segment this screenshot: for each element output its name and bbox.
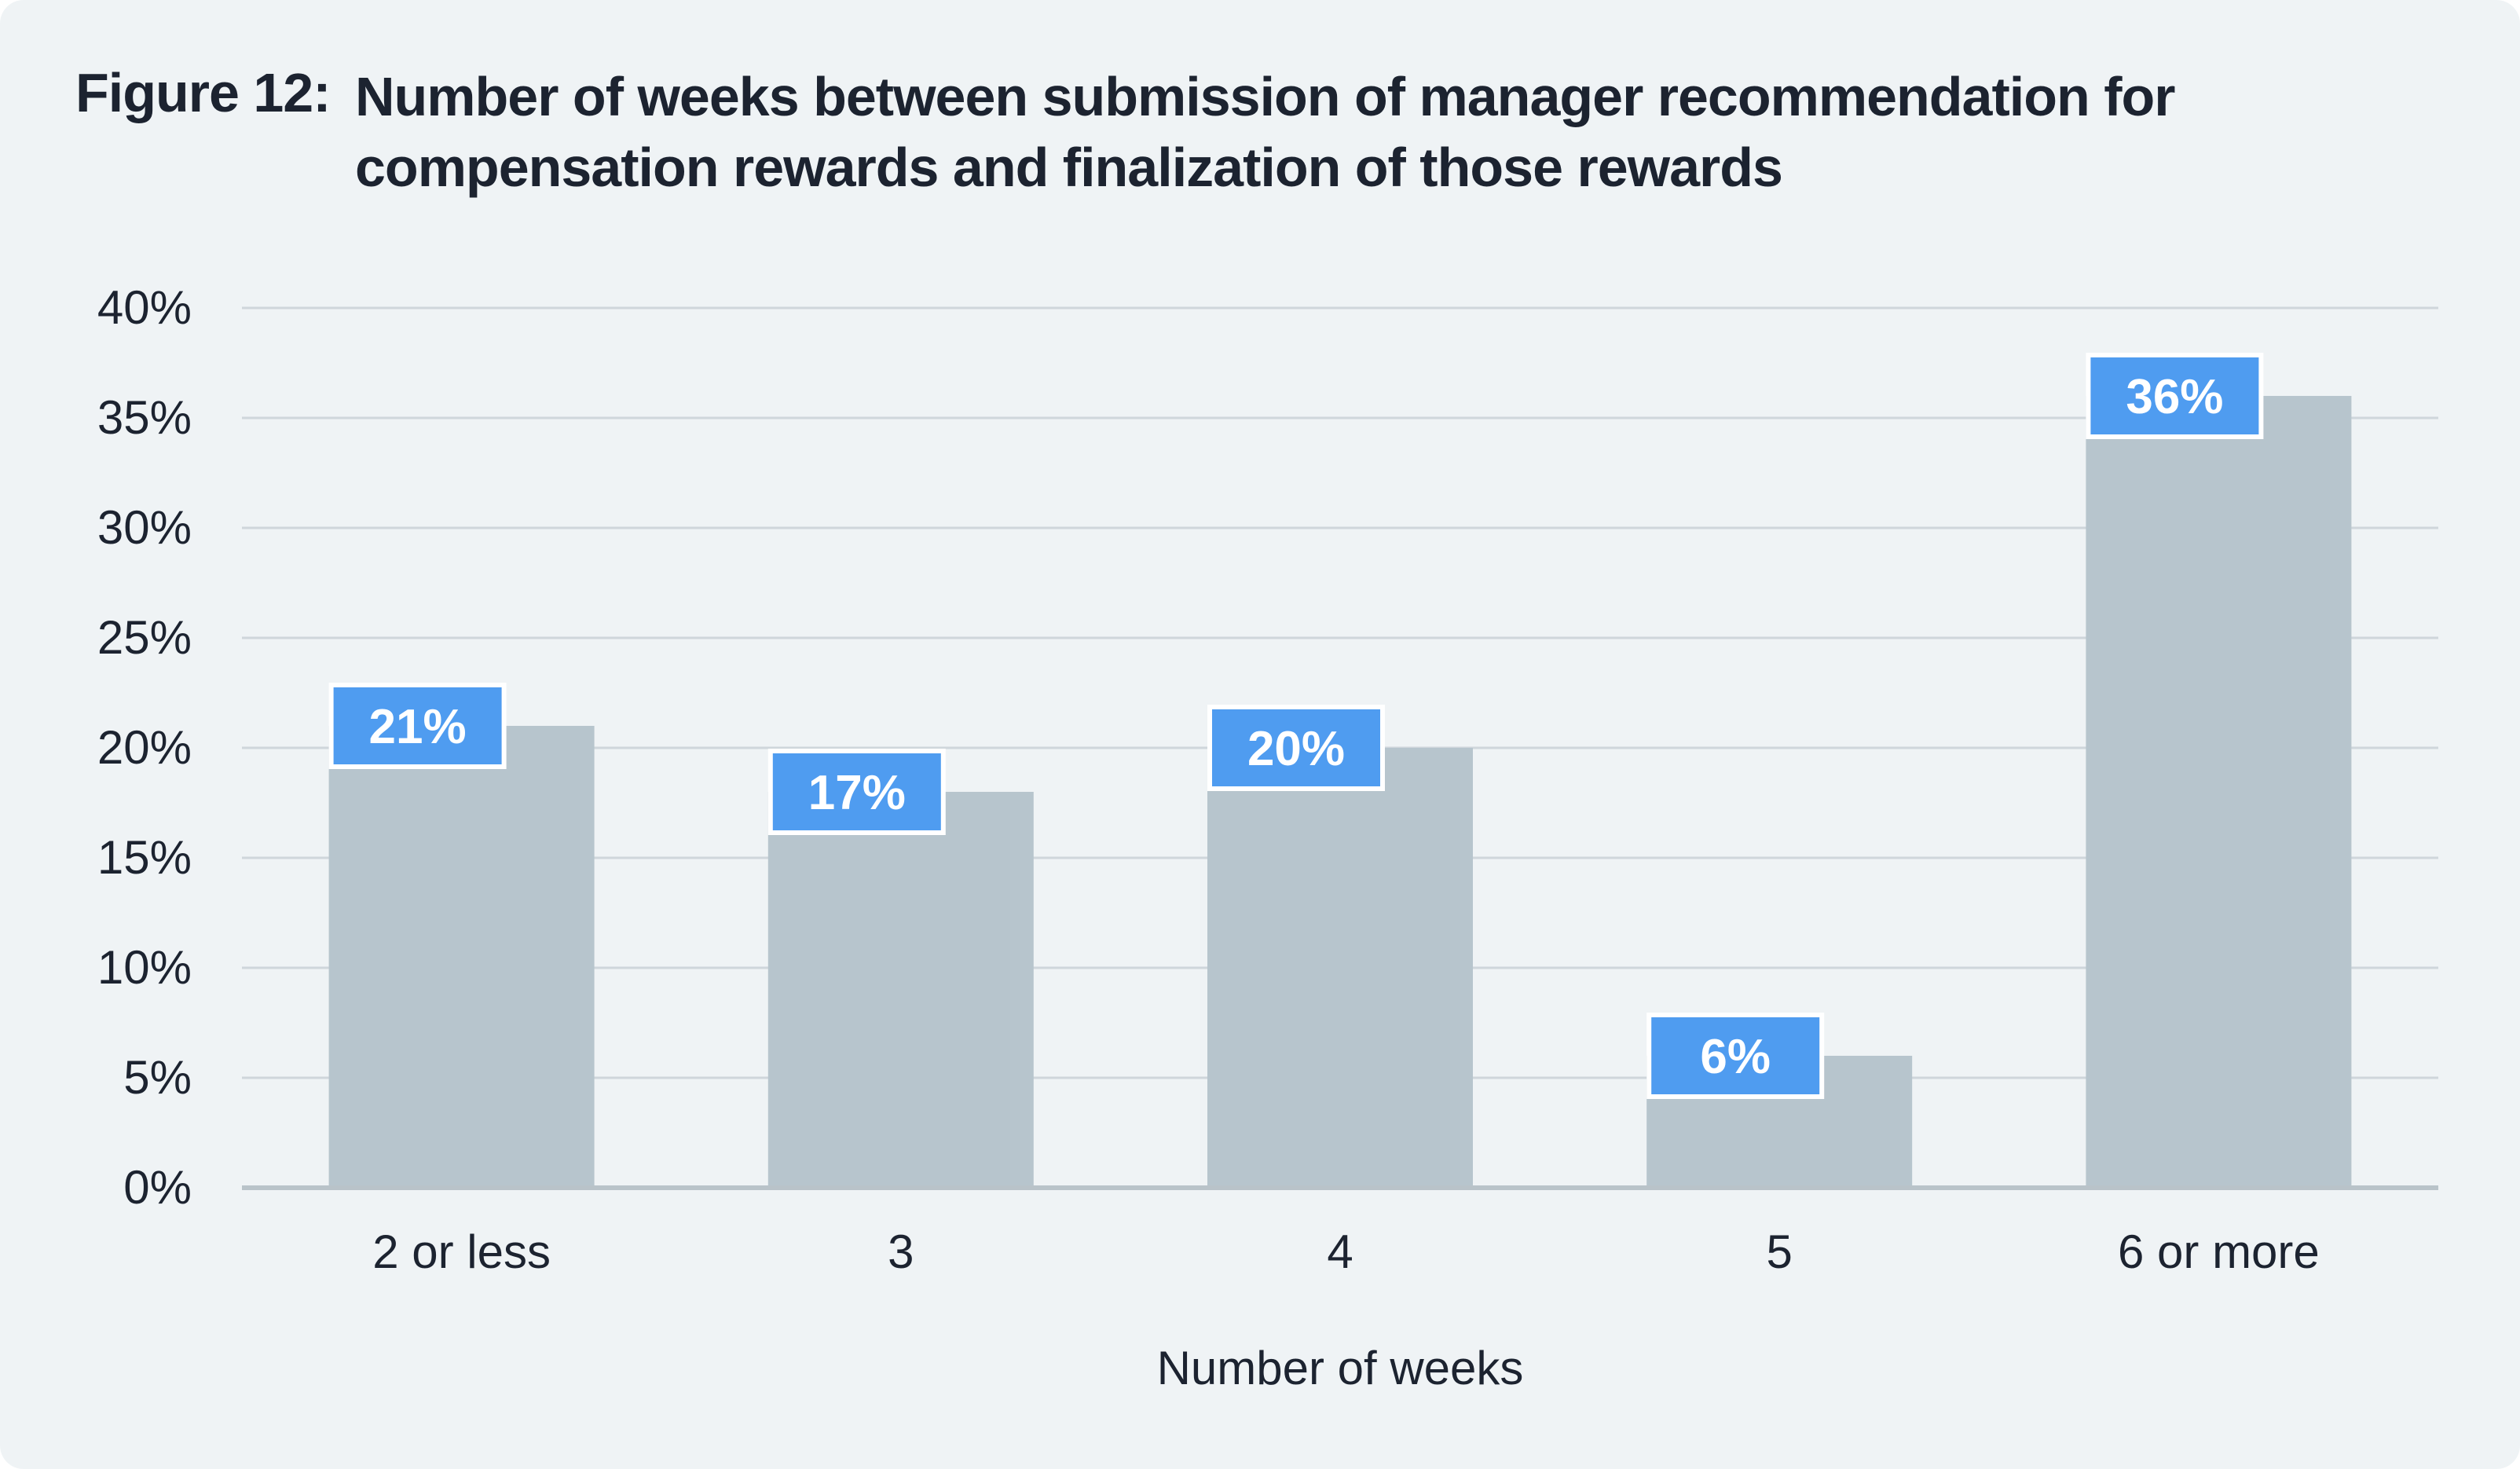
y-tick-label: 5% xyxy=(123,1051,192,1104)
x-tick-label: 5 xyxy=(1767,1225,1793,1278)
y-tick-label: 10% xyxy=(97,941,192,994)
figure-label: Figure 12: xyxy=(75,62,331,123)
data-label: 36% xyxy=(2126,370,2223,424)
data-label: 17% xyxy=(808,766,906,820)
y-axis-ticks: 0% 5% 10% 15% 20% 25% 30% 35% 40% xyxy=(97,281,192,1214)
x-tick-label: 3 xyxy=(888,1225,914,1278)
data-label-box xyxy=(1646,1013,1825,1099)
bar xyxy=(2086,396,2352,1188)
data-label: 21% xyxy=(369,700,467,754)
chart-title: Number of weeks between submission of ma… xyxy=(355,66,2176,198)
y-tick-label: 0% xyxy=(123,1161,192,1214)
x-tick-label: 2 or less xyxy=(372,1225,551,1278)
data-label: 6% xyxy=(1700,1030,1771,1084)
bar xyxy=(1207,748,1473,1188)
x-axis-ticks: 2 or less 3 4 5 6 or more xyxy=(372,1225,2320,1278)
y-tick-label: 25% xyxy=(97,611,192,664)
y-tick-label: 20% xyxy=(97,721,192,774)
y-tick-label: 40% xyxy=(97,281,192,334)
x-tick-label: 4 xyxy=(1327,1225,1353,1278)
data-label-box xyxy=(767,749,946,835)
bars xyxy=(328,396,2352,1188)
data-labels: 21% 17% 20% 6% 36% xyxy=(328,353,2264,1099)
bar xyxy=(328,726,595,1188)
x-axis-title: Number of weeks xyxy=(1157,1342,1524,1394)
y-tick-label: 30% xyxy=(97,501,192,554)
y-tick-label: 15% xyxy=(97,831,192,884)
x-tick-label: 6 or more xyxy=(2118,1225,2320,1278)
data-label: 20% xyxy=(1247,722,1345,776)
data-label-box xyxy=(1207,705,1385,791)
data-label-box xyxy=(328,683,507,769)
bar xyxy=(767,792,1034,1188)
y-tick-label: 35% xyxy=(97,391,192,444)
data-label-box xyxy=(2086,353,2264,439)
